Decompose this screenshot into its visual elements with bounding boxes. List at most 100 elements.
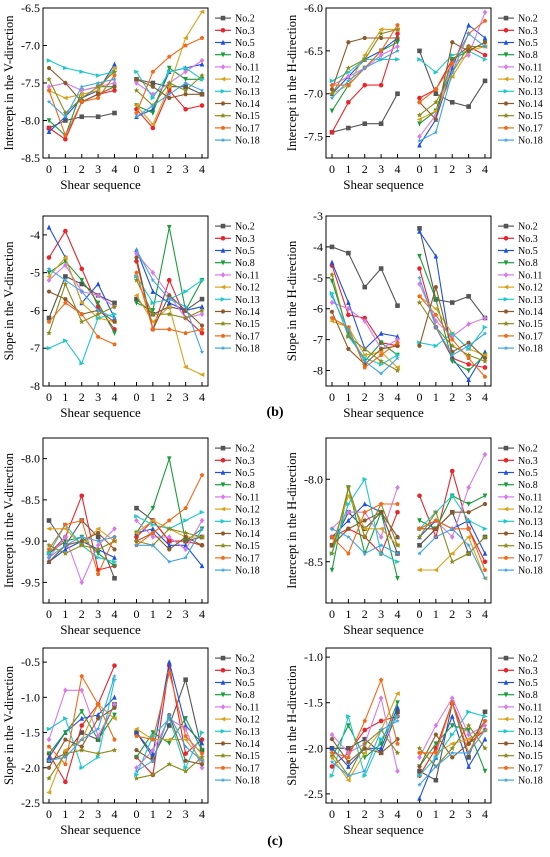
- data-point-marker: [482, 35, 488, 41]
- data-point-marker: [183, 330, 188, 335]
- legend-item-label: No.12: [518, 715, 543, 726]
- data-point-marker: [78, 91, 85, 97]
- data-point-marker: [150, 327, 156, 332]
- data-point-marker: [378, 750, 384, 755]
- data-point-marker: [466, 368, 471, 374]
- legend-item-label: No.3: [518, 234, 538, 245]
- legend-marker: [220, 752, 226, 759]
- x-tick-label: 4: [199, 390, 205, 404]
- data-point-marker: [378, 510, 384, 515]
- data-point-marker: [417, 343, 422, 348]
- data-point-marker: [482, 324, 488, 330]
- x-tick-label: 2: [166, 607, 172, 621]
- x-tick-label: 1: [150, 607, 156, 621]
- series-line-no13: [48, 59, 115, 77]
- legend-item-label: No.5: [518, 678, 538, 689]
- data-point-marker: [166, 96, 172, 100]
- data-point-marker: [361, 750, 368, 756]
- x-tick-label: 4: [482, 607, 488, 621]
- data-point-marker: [166, 547, 172, 552]
- data-point-marker: [112, 712, 117, 718]
- data-point-marker: [166, 80, 173, 86]
- data-point-marker: [183, 289, 189, 294]
- data-point-marker: [183, 555, 188, 560]
- data-point-marker: [465, 722, 472, 728]
- x-axis-label: Shear sequence: [343, 822, 424, 837]
- y-tick-label: -6.5: [304, 44, 323, 58]
- x-tick-label: 2: [449, 807, 455, 821]
- data-point-marker: [79, 730, 85, 735]
- data-point-marker: [378, 695, 384, 701]
- legend-item-label: No.5: [518, 38, 538, 49]
- data-point-marker: [482, 502, 488, 506]
- legend-item-label: No.12: [518, 75, 543, 86]
- x-tick-label: 3: [378, 607, 384, 621]
- data-point-marker: [482, 78, 488, 84]
- y-tick-label: -8: [30, 379, 40, 393]
- data-point-marker: [449, 510, 455, 515]
- data-point-marker: [449, 755, 455, 760]
- data-point-marker: [417, 142, 422, 148]
- data-point-marker: [395, 352, 401, 358]
- data-point-marker: [46, 289, 52, 294]
- legend-marker: [503, 15, 509, 21]
- legend-marker: [220, 741, 226, 746]
- x-tick-label: 3: [95, 607, 101, 621]
- data-point-marker: [46, 736, 52, 743]
- data-point-marker: [183, 716, 188, 722]
- data-point-marker: [79, 277, 85, 284]
- data-point-marker: [182, 768, 189, 774]
- data-point-marker: [433, 324, 439, 330]
- x-tick-label: 0: [134, 162, 140, 176]
- legend-item-label: No.13: [235, 295, 260, 306]
- legend-item-label: No.11: [518, 702, 542, 713]
- data-point-marker: [466, 741, 471, 746]
- legend-marker: [503, 236, 509, 241]
- data-point-marker: [329, 737, 335, 742]
- legend-marker: [220, 320, 226, 327]
- data-point-marker: [166, 304, 172, 309]
- data-point-marker: [182, 35, 188, 41]
- data-point-marker: [199, 330, 205, 336]
- legend-marker: [220, 39, 226, 45]
- legend-marker: [220, 125, 226, 130]
- data-point-marker: [134, 768, 139, 774]
- data-point-marker: [95, 726, 101, 731]
- legend-item-label: No.18: [235, 136, 260, 147]
- data-point-marker: [346, 517, 351, 523]
- data-point-marker: [78, 300, 85, 306]
- data-point-marker: [433, 129, 439, 135]
- data-point-marker: [112, 575, 117, 581]
- data-point-marker: [466, 48, 471, 53]
- data-point-marker: [78, 318, 85, 325]
- data-point-marker: [167, 296, 172, 301]
- legend-item-label: No.18: [518, 344, 543, 355]
- data-point-marker: [362, 746, 368, 751]
- legend-item-label: No.2: [518, 14, 538, 25]
- data-point-marker: [183, 677, 188, 683]
- legend-marker: [503, 494, 509, 500]
- data-point-marker: [63, 338, 69, 343]
- data-point-marker: [466, 510, 471, 515]
- data-point-marker: [167, 712, 172, 717]
- x-tick-label: 2: [362, 390, 368, 404]
- data-point-marker: [46, 76, 52, 82]
- data-point-marker: [199, 303, 205, 309]
- caption-c: (c): [267, 834, 283, 849]
- data-point-marker: [395, 741, 400, 746]
- data-point-marker: [46, 542, 52, 548]
- legend-item-label: No.18: [235, 344, 260, 355]
- x-tick-label: 4: [482, 162, 488, 176]
- legend-marker: [220, 272, 226, 278]
- x-tick-label: 2: [79, 162, 85, 176]
- data-point-marker: [395, 718, 400, 723]
- data-point-marker: [182, 737, 188, 742]
- data-point-marker: [346, 759, 351, 764]
- data-point-marker: [346, 305, 351, 312]
- data-point-marker: [79, 579, 85, 586]
- data-point-marker: [134, 733, 139, 738]
- data-point-marker: [395, 22, 400, 28]
- data-point-marker: [95, 88, 101, 93]
